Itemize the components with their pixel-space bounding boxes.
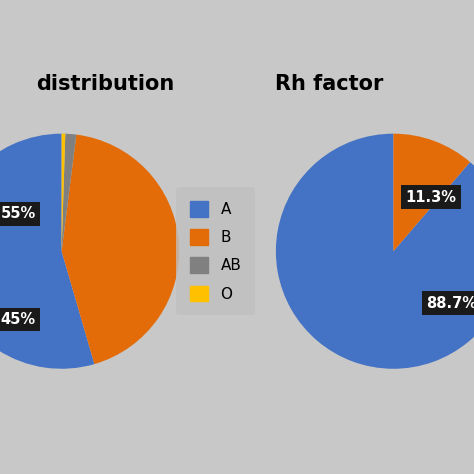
Wedge shape — [393, 134, 470, 251]
Wedge shape — [62, 134, 65, 251]
Wedge shape — [276, 134, 474, 369]
Wedge shape — [62, 134, 76, 251]
Legend: A, B, AB, O: A, B, AB, O — [176, 187, 255, 315]
Text: 88.7%: 88.7% — [426, 296, 474, 310]
Wedge shape — [62, 135, 179, 364]
Wedge shape — [0, 134, 94, 369]
Text: 45%: 45% — [0, 312, 36, 327]
Text: 11.3%: 11.3% — [405, 190, 456, 205]
Text: 55%: 55% — [0, 206, 36, 221]
Title: distribution: distribution — [36, 74, 175, 94]
Title: Rh factor: Rh factor — [274, 74, 383, 94]
